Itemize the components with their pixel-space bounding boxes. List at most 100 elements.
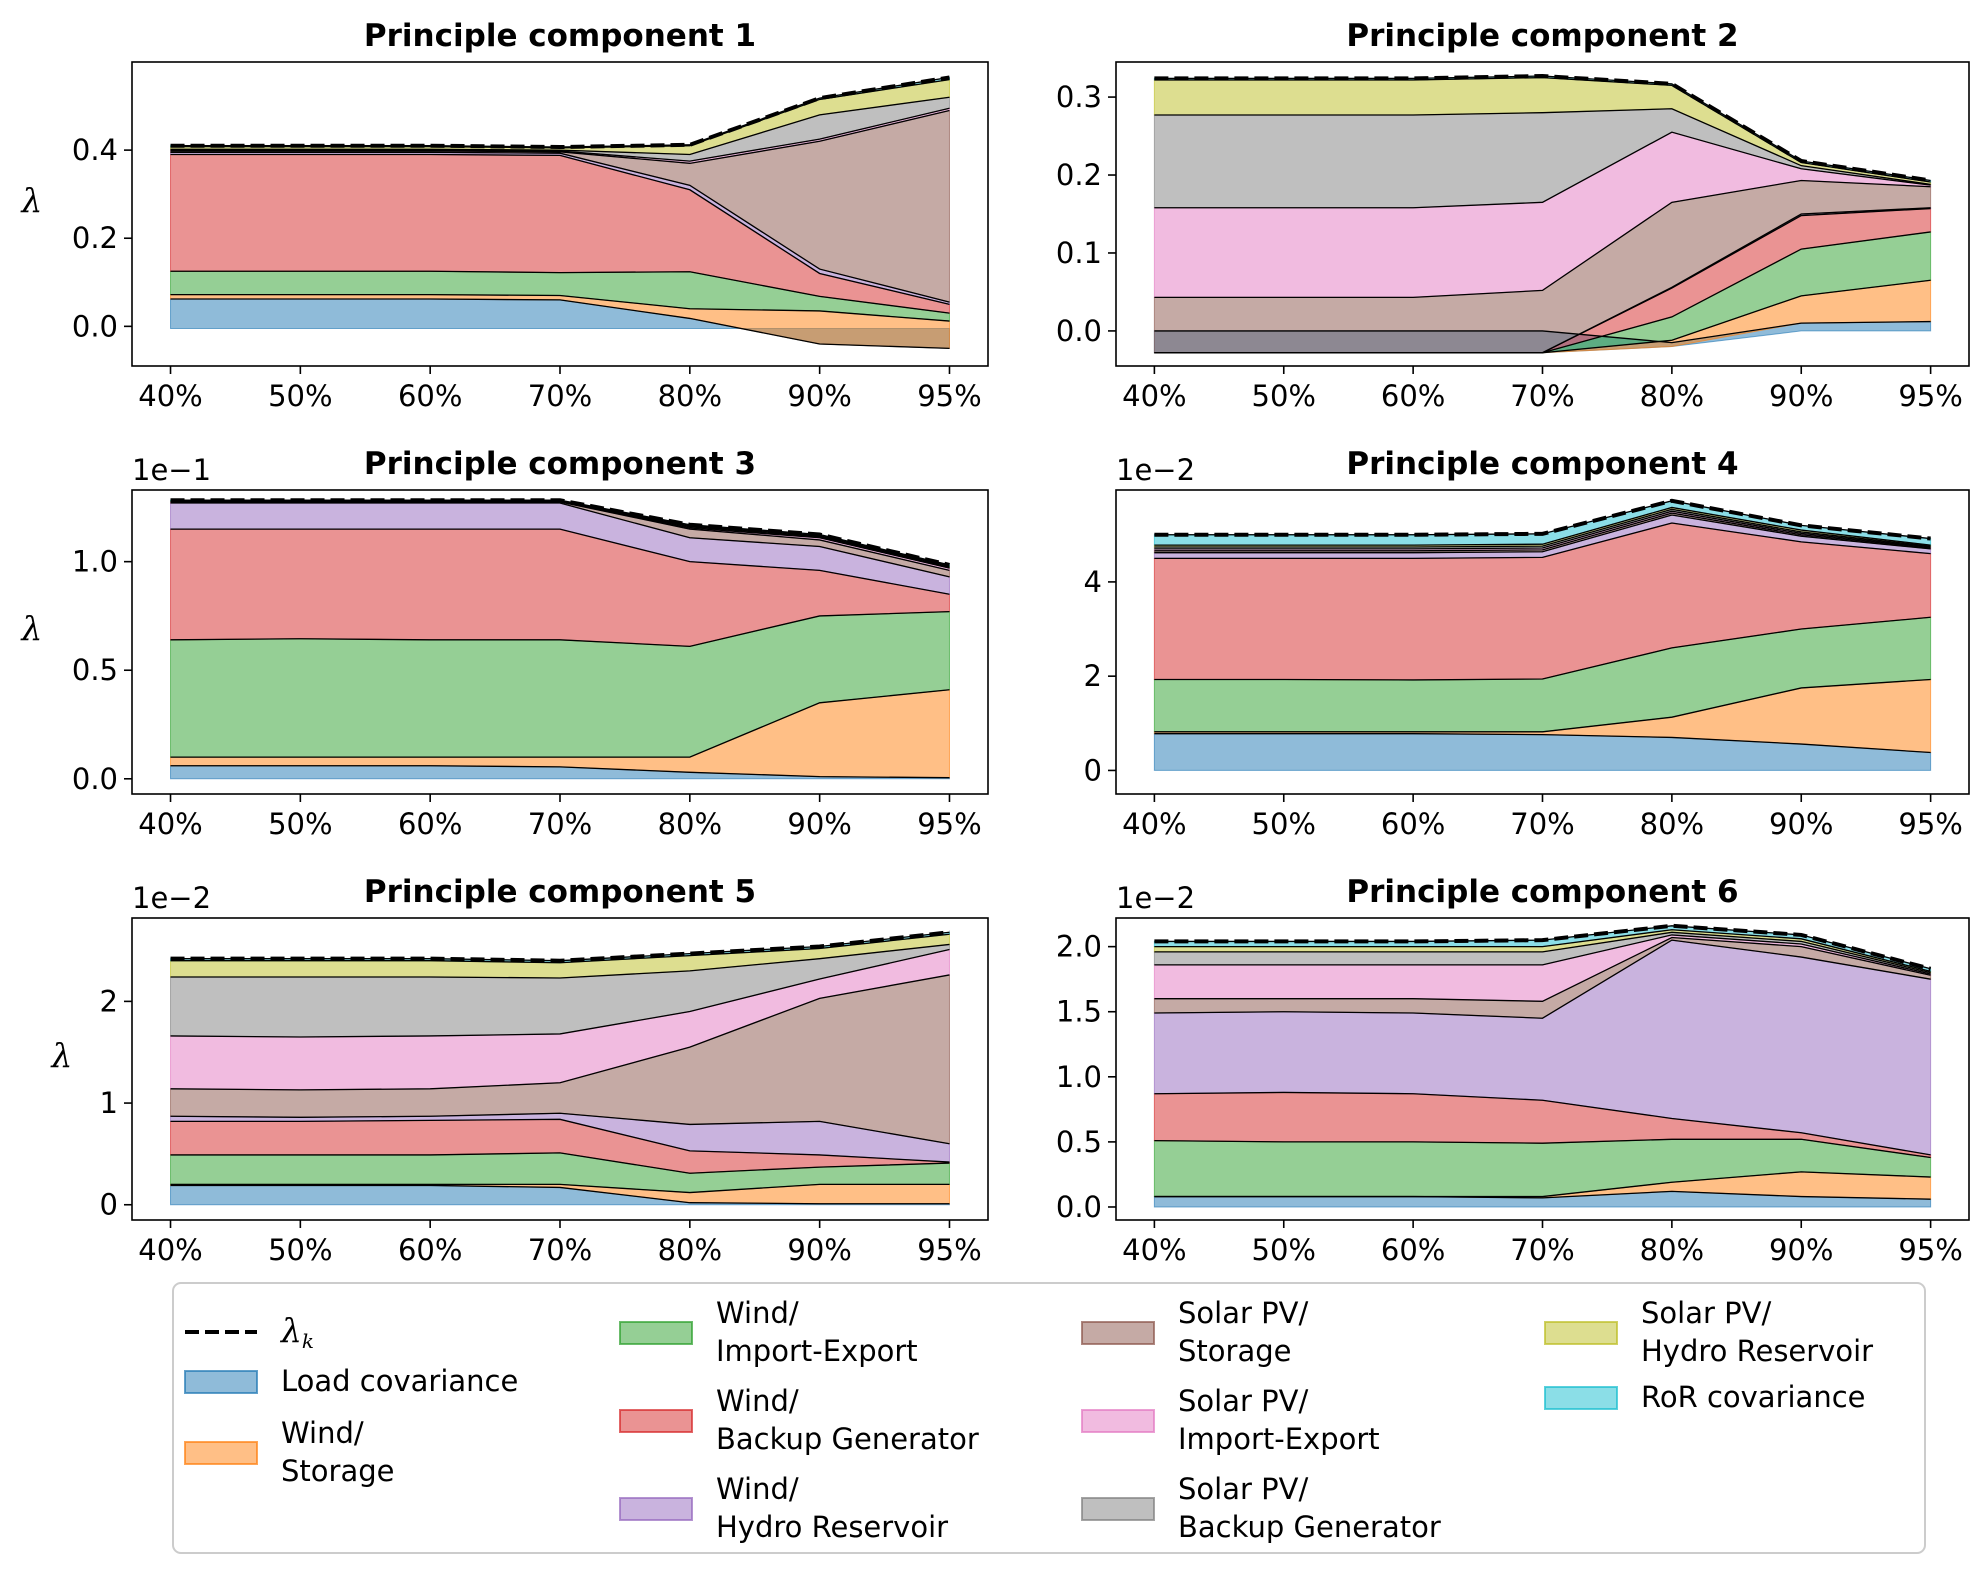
x-tick-label: 80% [1640,379,1704,413]
boundary-w_ie [170,1152,950,1174]
x-tick-label: 90% [1769,379,1833,413]
legend-item-w_sto: Wind/Storage [184,1416,394,1488]
y-axis-label: λ [50,1036,73,1075]
x-tick-label: 40% [1122,379,1186,413]
boundary-s_sto [1154,179,1931,299]
legend-swatch [1544,1321,1618,1345]
x-tick-label: 60% [398,807,462,841]
legend-label: Solar PV/ [1178,1384,1308,1418]
boundary-s_sto [170,109,950,164]
legend-label: Hydro Reservoir [716,1510,948,1544]
x-tick-label: 80% [658,1233,722,1267]
x-tick-label: 50% [268,379,332,413]
legend-label: λk [279,1311,314,1353]
legend-label-main: λ [279,1311,302,1350]
boundary-s_ie [1154,934,1931,975]
x-tick-label: 60% [398,1233,462,1267]
legend-label: Import-Export [1178,1422,1380,1456]
legend-swatch [1081,1497,1155,1521]
legend-item-ror: RoR covariance [1544,1380,1866,1414]
boundary-w_bg [170,153,950,305]
legend-swatch [1544,1386,1618,1410]
boundary-w_hr [170,151,950,303]
x-tick-label: 95% [917,807,981,841]
boundary-s_sto [1154,936,1931,1002]
x-tick-label: 40% [138,379,202,413]
y-tick-label: 0.3 [1056,80,1102,114]
boundary-w_bg [170,1118,950,1163]
panel-title: Principle component 6 [1346,874,1738,910]
y-tick-label: 0.5 [1056,1125,1102,1159]
x-tick-label: 95% [1898,379,1962,413]
x-tick-label: 40% [1122,807,1186,841]
x-tick-label: 50% [1252,807,1316,841]
x-tick-label: 90% [787,379,851,413]
legend-swatch [619,1497,693,1521]
legend-label: Storage [281,1454,394,1488]
panel-5: 40% 50% 60% 70% 80% 90% 95% 0 1 2 Principle compon… [50,874,989,1267]
y-tick-label: 0.0 [72,309,118,343]
lambda-k-line [1154,498,1931,541]
boundary-w_ie [170,270,950,314]
legend-swatch [1081,1409,1155,1433]
boundary-s_ie [1154,510,1931,550]
y-tick-label: 1.0 [1056,1060,1102,1094]
legend-item-load: Load covariance [184,1364,518,1398]
legend-label-subscript: k [302,1329,314,1353]
legend-item-w_ie: Wind/Import-Export [619,1296,918,1368]
x-tick-label: 80% [1640,807,1704,841]
boundary-w_hr [1154,939,1931,1019]
boundary-w_sto [1154,1171,1931,1198]
legend-label: Backup Generator [1178,1510,1441,1544]
x-tick-label: 40% [138,807,202,841]
x-tick-label: 70% [1510,807,1574,841]
boundary-s_bg [170,96,950,156]
x-tick-label: 95% [1898,807,1962,841]
lambda-k-line [170,75,950,150]
y-tick-label: 1.0 [72,545,118,579]
boundary-s_bg [1154,508,1931,548]
x-tick-label: 70% [528,379,592,413]
y-tick-label: 0.2 [72,221,118,255]
y-tick-label: 0 [1084,753,1102,787]
x-tick-label: 90% [1769,1233,1833,1267]
boundary-s_bg [170,943,950,979]
axis-offset-label: 1e−2 [1116,881,1195,915]
boundary-load [170,298,950,350]
x-tick-label: 70% [528,1233,592,1267]
lambda-k-line [1154,923,1932,971]
boundary-s_ie [170,107,950,162]
y-tick-label: 0 [100,1188,118,1222]
panel-3: 40% 50% 60% 70% 80% 90% 95% 0.0 0.5 1.0 Principle … [20,446,989,841]
boundary-w_hr [1154,514,1931,554]
legend-item-s_bg: Solar PV/Backup Generator [1081,1472,1441,1544]
x-tick-label: 50% [1252,379,1316,413]
y-tick-label: 4 [1084,565,1102,599]
legend-label: Wind/ [716,1384,799,1418]
y-tick-label: 0.1 [1056,236,1102,270]
y-tick-label: 0.2 [1056,158,1102,192]
legend-item-s_ie: Solar PV/Import-Export [1081,1384,1380,1456]
x-tick-label: 60% [398,379,462,413]
boundary-s_ie [170,948,950,1038]
x-tick-label: 95% [917,1233,981,1267]
boundary-w_bg [1154,522,1931,559]
panel-2: 40% 50% 60% 70% 80% 90% 95% 0.0 0.1 0.2 0.3 Princip… [1056,18,1970,413]
boundary-load [170,765,950,779]
x-tick-label: 70% [1510,379,1574,413]
legend-label: Solar PV/ [1178,1472,1308,1506]
x-tick-label: 70% [1510,1233,1574,1267]
x-tick-label: 50% [1252,1233,1316,1267]
boundary-s_ie [1154,131,1931,209]
panels: 40% 50% 60% 70% 80% 90% 95% 0.0 0.2 0.4 Principle … [20,18,1970,1267]
boundary-load [170,1184,950,1205]
boundary-s_sto [1154,512,1931,552]
legend-label: Storage [1178,1334,1291,1368]
legend-swatch [184,1370,258,1394]
boundary-s_sto [170,974,950,1091]
axis-offset-label: 1e−2 [1116,453,1195,487]
legend-label: Solar PV/ [1178,1296,1308,1330]
legend-swatch [1081,1321,1155,1345]
legend-label: Load covariance [281,1364,518,1398]
